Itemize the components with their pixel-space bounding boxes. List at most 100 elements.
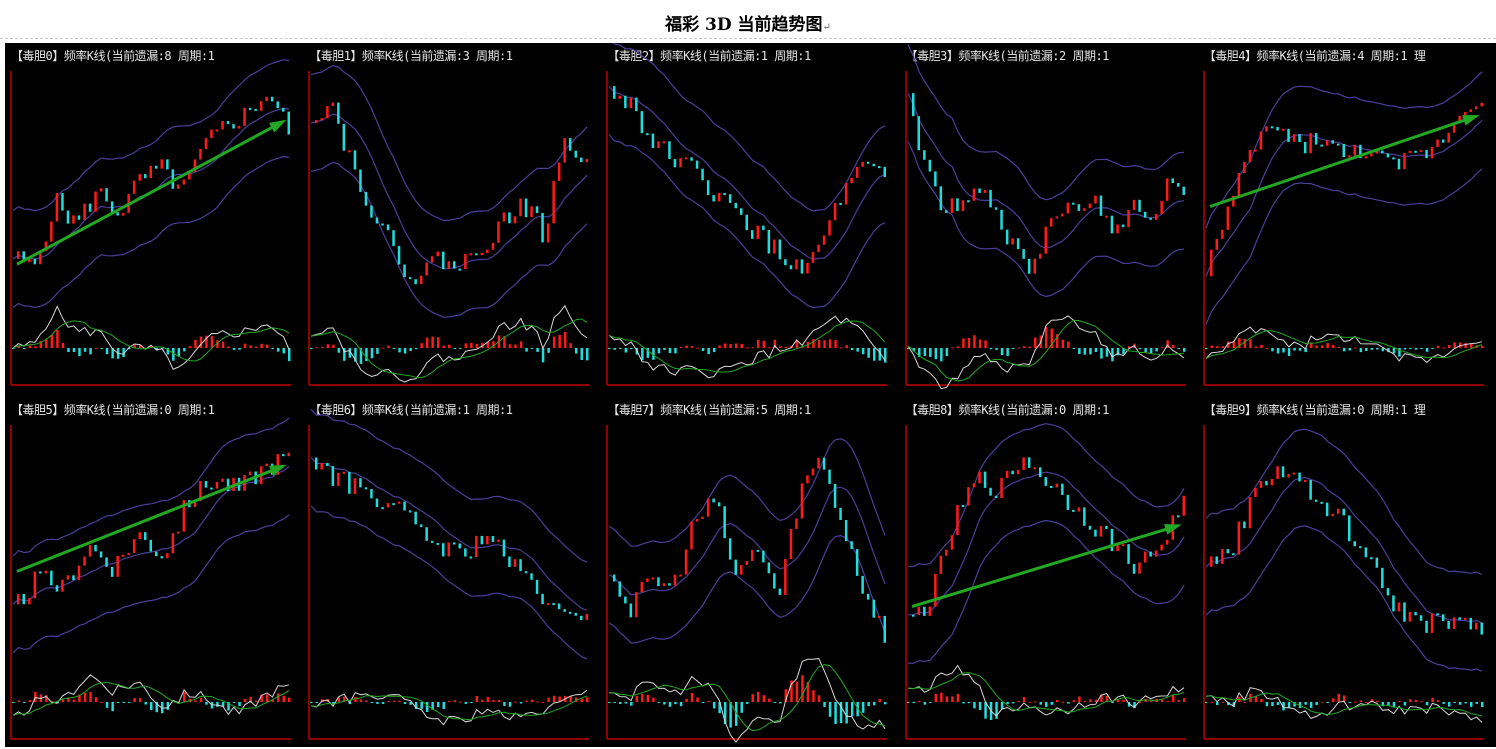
up-candle (1226, 206, 1229, 230)
down-candle (784, 259, 787, 266)
macd-bar (1447, 345, 1451, 348)
macd-bar (403, 348, 407, 354)
macd-bar (1132, 702, 1136, 709)
up-candle (171, 533, 175, 554)
panel-header: 【毒胆7】频率K线(当前遗漏:5 周期:1 (607, 403, 811, 417)
macd-bar (1072, 348, 1075, 349)
macd-bar (790, 680, 794, 702)
up-candle (1132, 199, 1135, 211)
macd-bar (724, 343, 727, 348)
macd-bar (1077, 348, 1081, 354)
down-candle (1176, 183, 1180, 187)
down-candle (1419, 615, 1423, 621)
macd-bar (1210, 345, 1213, 348)
macd-bar (459, 701, 462, 703)
down-candle (828, 469, 832, 484)
macd-bar (359, 348, 363, 364)
down-candle (397, 245, 401, 265)
down-candle (475, 253, 478, 256)
down-candle (574, 150, 578, 158)
down-candle (458, 268, 462, 271)
down-candle (723, 506, 727, 539)
macd-bar (475, 343, 479, 348)
macd-bar (619, 348, 622, 349)
down-candle (110, 566, 114, 577)
macd-bar (646, 694, 650, 702)
trend-panel-1: 【毒胆1】频率K线(当前遗漏:3 周期:1 (303, 43, 601, 395)
macd-bar (1083, 701, 1086, 702)
down-candle (872, 599, 876, 618)
macd-bar (83, 348, 87, 352)
up-candle (1325, 140, 1329, 146)
macd-bar (779, 702, 782, 704)
macd-bar (1381, 348, 1384, 352)
macd-bar (1326, 343, 1329, 348)
down-candle (652, 133, 655, 148)
down-candle (1402, 602, 1406, 622)
down-candle (690, 157, 694, 161)
macd-bar (702, 348, 705, 351)
down-candle (1021, 249, 1025, 259)
up-candle (420, 275, 423, 285)
up-candle (663, 141, 666, 144)
up-candle (856, 166, 859, 178)
trend-arrow-head (269, 119, 287, 133)
down-candle (922, 150, 926, 160)
up-candle (72, 215, 75, 224)
down-candle (1314, 499, 1318, 502)
macd-bar (1033, 337, 1037, 348)
down-candle (1320, 501, 1323, 504)
macd-bar (580, 348, 584, 360)
macd-bar (873, 348, 876, 361)
macd-bar (508, 344, 512, 348)
up-candle (552, 180, 556, 224)
macd-bar (105, 702, 109, 708)
up-candle (972, 483, 975, 488)
macd-bar (751, 694, 755, 702)
up-candle (237, 125, 241, 129)
macd-bar (199, 698, 203, 702)
down-candle (1342, 143, 1345, 158)
macd-bar (1077, 696, 1081, 702)
down-candle (88, 203, 92, 212)
macd-bar (431, 702, 435, 710)
up-candle (193, 159, 197, 172)
macd-bar (1442, 702, 1445, 704)
macd-bar (956, 694, 959, 702)
macd-bar (370, 348, 374, 359)
down-candle (155, 165, 158, 169)
macd-bar (608, 348, 611, 349)
up-candle (1353, 144, 1356, 156)
macd-dif-line (1205, 326, 1482, 364)
up-candle (1402, 153, 1406, 170)
macd-bar (1143, 348, 1147, 353)
macd-bar (541, 348, 545, 363)
macd-bar (1061, 701, 1064, 703)
macd-bar (912, 348, 915, 352)
macd-bar (906, 702, 910, 703)
macd-bar (453, 700, 457, 702)
macd-bar (337, 348, 341, 353)
macd-bar (1160, 699, 1163, 702)
up-candle (502, 212, 506, 222)
macd-bar (519, 341, 523, 348)
up-candle (1126, 210, 1130, 228)
macd-bar (442, 702, 446, 709)
return-mark: ↵ (822, 22, 831, 33)
down-candle (734, 559, 738, 575)
macd-bar (845, 345, 849, 348)
up-candle (1082, 208, 1086, 211)
macd-bar (867, 702, 871, 707)
macd-bar (1359, 348, 1362, 353)
down-candle (718, 502, 721, 507)
macd-bar (586, 697, 589, 702)
down-candle (1320, 144, 1323, 147)
macd-dif-line (609, 658, 886, 744)
down-candle (635, 97, 638, 112)
down-candle (1358, 546, 1362, 549)
up-candle (475, 535, 478, 557)
macd-bar (260, 694, 263, 702)
macd-bar (1420, 701, 1423, 703)
up-candle (784, 559, 787, 595)
down-candle (729, 538, 732, 560)
